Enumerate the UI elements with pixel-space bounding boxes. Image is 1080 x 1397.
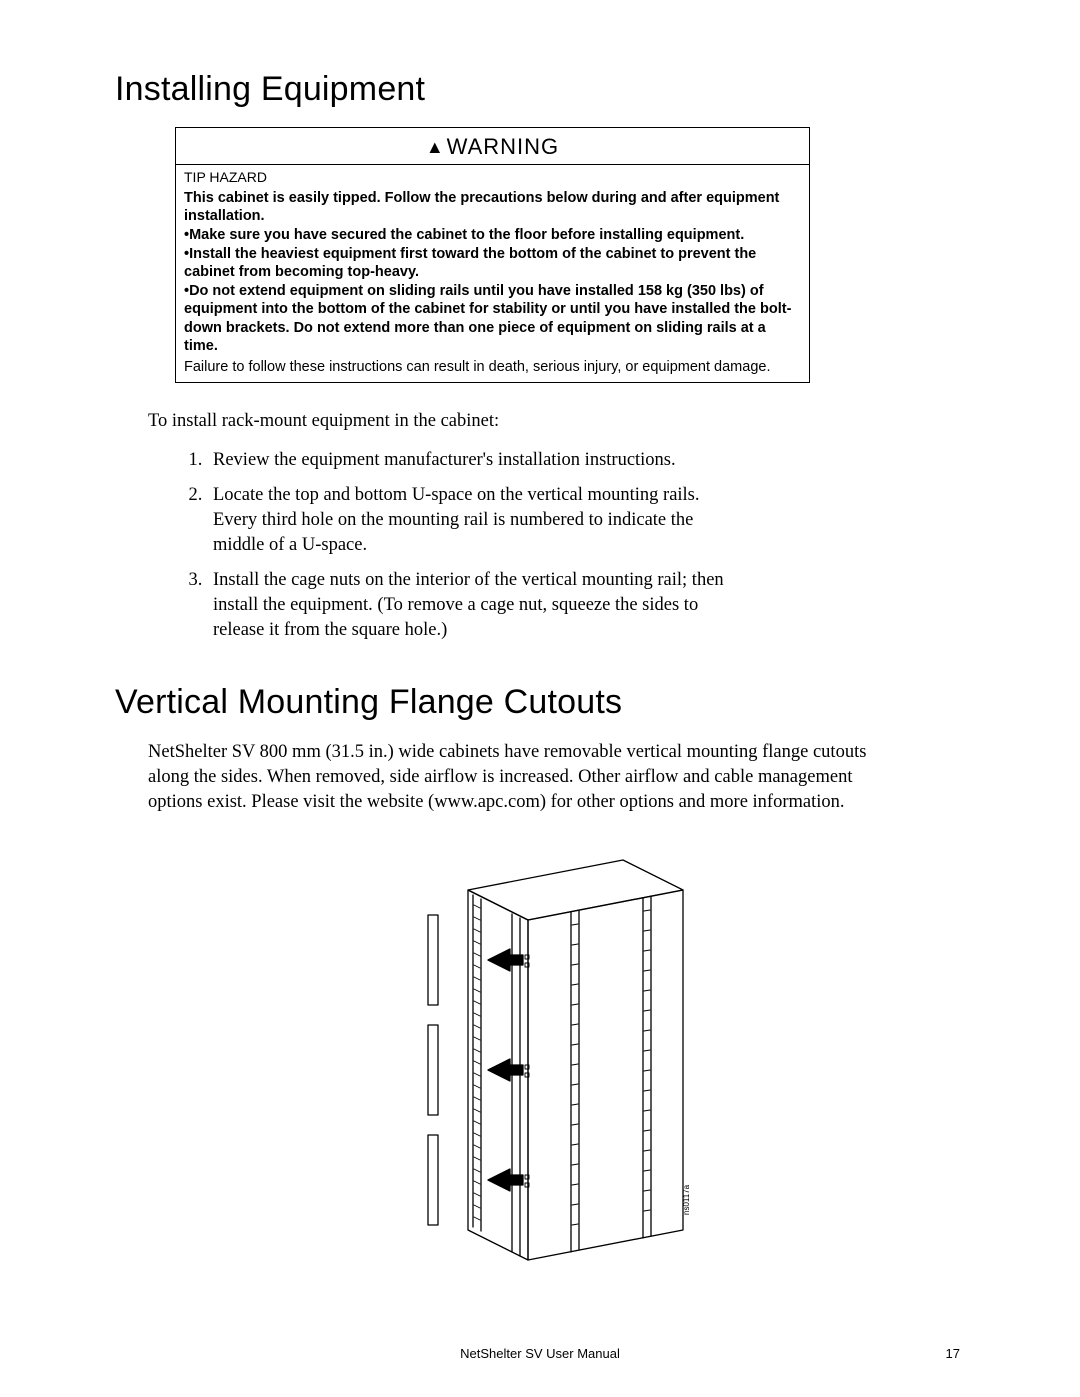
- flange-paragraph: NetShelter SV 800 mm (31.5 in.) wide cab…: [148, 740, 910, 815]
- heading-flange-cutouts: Vertical Mounting Flange Cutouts: [115, 683, 970, 722]
- warning-icon: ▲: [426, 137, 445, 157]
- page: Installing Equipment ▲WARNING TIP HAZARD…: [0, 0, 1080, 1397]
- warning-body: TIP HAZARD This cabinet is easily tipped…: [176, 165, 809, 382]
- warning-header: ▲WARNING: [176, 128, 809, 165]
- page-number: 17: [946, 1346, 960, 1361]
- warning-box: ▲WARNING TIP HAZARD This cabinet is easi…: [175, 127, 810, 383]
- warning-hazard-label: TIP HAZARD: [184, 169, 801, 187]
- heading-installing-equipment: Installing Equipment: [115, 70, 970, 109]
- warning-footer: Failure to follow these instructions can…: [184, 358, 801, 377]
- cabinet-diagram: ns0117a: [373, 845, 713, 1275]
- step-1: Review the equipment manufacturer's inst…: [207, 448, 733, 473]
- warning-bullet-3: •Do not extend equipment on sliding rail…: [184, 282, 801, 356]
- warning-line-1: This cabinet is easily tipped. Follow th…: [184, 189, 801, 226]
- install-steps-list: Review the equipment manufacturer's inst…: [115, 448, 970, 643]
- warning-title: WARNING: [447, 134, 560, 159]
- step-2: Locate the top and bottom U-space on the…: [207, 483, 733, 558]
- figure-label: ns0117a: [682, 1184, 691, 1215]
- footer-title: NetShelter SV User Manual: [0, 1346, 1080, 1361]
- warning-bullet-1: •Make sure you have secured the cabinet …: [184, 226, 801, 245]
- step-3: Install the cage nuts on the interior of…: [207, 568, 733, 643]
- warning-bullet-2: •Install the heaviest equipment first to…: [184, 245, 801, 282]
- intro-text: To install rack-mount equipment in the c…: [148, 411, 970, 432]
